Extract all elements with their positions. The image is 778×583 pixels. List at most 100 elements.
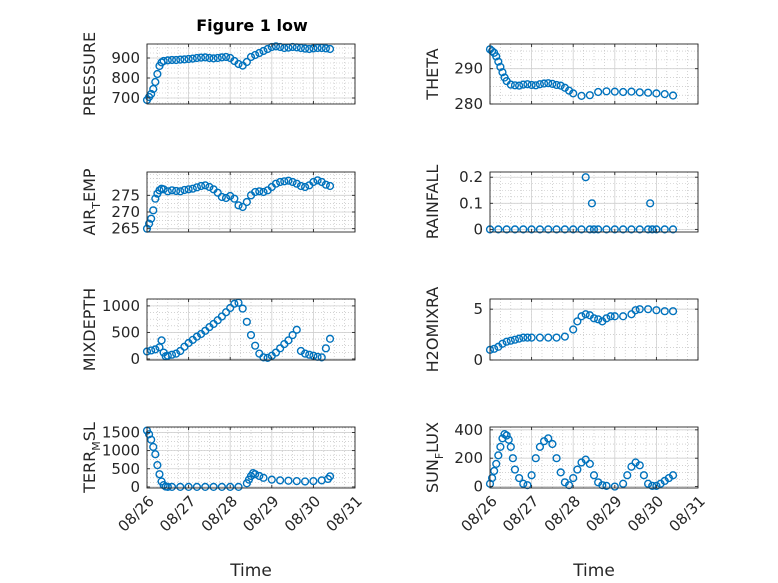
data-point bbox=[627, 225, 636, 234]
data-point bbox=[492, 459, 501, 468]
axes-box bbox=[489, 171, 699, 233]
figure-title: Figure 1 low bbox=[196, 16, 308, 35]
data-point bbox=[643, 225, 653, 234]
data-point bbox=[510, 335, 520, 344]
data-point bbox=[157, 336, 166, 345]
data-point bbox=[502, 225, 511, 234]
data-point bbox=[508, 454, 517, 463]
data-point bbox=[284, 176, 293, 185]
data-point bbox=[221, 52, 231, 62]
data-point bbox=[188, 54, 197, 63]
data-point bbox=[581, 173, 590, 182]
data-series bbox=[485, 305, 678, 354]
subplot-6: 0 5 H2OMIXRA bbox=[423, 287, 699, 373]
data-point bbox=[610, 482, 619, 491]
data-point bbox=[325, 44, 335, 54]
data-point bbox=[242, 317, 251, 326]
data-point bbox=[569, 325, 578, 334]
data-point bbox=[263, 353, 272, 362]
data-point bbox=[325, 334, 335, 343]
data-point bbox=[560, 225, 569, 234]
data-point bbox=[581, 455, 590, 464]
data-point bbox=[519, 479, 528, 488]
data-point bbox=[623, 471, 632, 480]
data-point bbox=[631, 306, 640, 315]
data-point bbox=[619, 87, 628, 97]
data-point bbox=[147, 214, 156, 223]
data-point bbox=[271, 179, 281, 188]
data-point bbox=[188, 184, 197, 193]
data-point bbox=[151, 345, 160, 354]
data-point bbox=[506, 442, 515, 451]
data-point bbox=[598, 481, 607, 490]
data-point bbox=[221, 193, 231, 203]
data-point bbox=[544, 79, 553, 88]
data-point bbox=[573, 465, 582, 474]
data-point bbox=[176, 187, 185, 196]
y-tick-label: 500 bbox=[111, 323, 140, 341]
data-point bbox=[167, 55, 177, 65]
data-point bbox=[627, 87, 636, 96]
data-point bbox=[652, 225, 661, 234]
data-point bbox=[259, 187, 268, 197]
data-point bbox=[648, 225, 657, 234]
y-axis-label: TERRMSL bbox=[80, 422, 103, 494]
data-point bbox=[147, 346, 156, 355]
data-point bbox=[276, 177, 285, 187]
data-point bbox=[234, 59, 243, 69]
data-point bbox=[577, 91, 586, 100]
data-point bbox=[205, 182, 214, 192]
data-point bbox=[496, 442, 505, 451]
data-point bbox=[652, 306, 661, 315]
data-point bbox=[201, 482, 210, 492]
minor-grid bbox=[489, 172, 699, 232]
data-point bbox=[284, 476, 293, 485]
data-point bbox=[668, 91, 678, 100]
data-point bbox=[176, 482, 185, 492]
data-point bbox=[619, 225, 628, 234]
data-point bbox=[205, 53, 214, 63]
data-point bbox=[296, 43, 306, 53]
data-point bbox=[544, 434, 553, 443]
data-point bbox=[569, 89, 578, 98]
y-axis-label: H2OMIXRA bbox=[423, 287, 442, 373]
data-point bbox=[504, 435, 513, 444]
data-point bbox=[147, 89, 156, 99]
data-point bbox=[167, 482, 177, 492]
data-point bbox=[147, 435, 156, 444]
data-point bbox=[523, 80, 532, 89]
data-point bbox=[159, 480, 168, 490]
data-point bbox=[238, 304, 247, 313]
y-tick-label: 700 bbox=[111, 89, 140, 107]
data-point bbox=[192, 53, 202, 63]
x-axis-label: Time bbox=[572, 561, 615, 581]
data-point bbox=[172, 55, 181, 65]
data-point bbox=[321, 180, 330, 189]
minor-grid bbox=[489, 44, 699, 105]
data-point bbox=[296, 181, 306, 191]
data-point bbox=[494, 57, 503, 66]
data-point bbox=[602, 225, 611, 234]
data-point bbox=[648, 481, 657, 490]
data-point bbox=[594, 87, 603, 97]
data-point bbox=[652, 89, 661, 98]
data-point bbox=[209, 54, 218, 63]
data-point bbox=[149, 206, 158, 215]
data-point bbox=[552, 333, 561, 342]
data-point bbox=[602, 87, 611, 96]
data-point bbox=[619, 312, 628, 321]
y-tick-label: 0 bbox=[473, 351, 483, 369]
y-tick-label: 275 bbox=[111, 186, 140, 204]
data-point bbox=[577, 225, 586, 234]
data-point bbox=[610, 312, 619, 321]
data-point bbox=[276, 476, 285, 485]
data-point bbox=[660, 90, 669, 99]
data-point bbox=[284, 336, 293, 345]
data-point bbox=[523, 333, 532, 342]
data-point bbox=[639, 471, 649, 480]
data-point bbox=[490, 466, 499, 476]
data-point bbox=[643, 305, 653, 314]
axes-box bbox=[146, 43, 356, 105]
